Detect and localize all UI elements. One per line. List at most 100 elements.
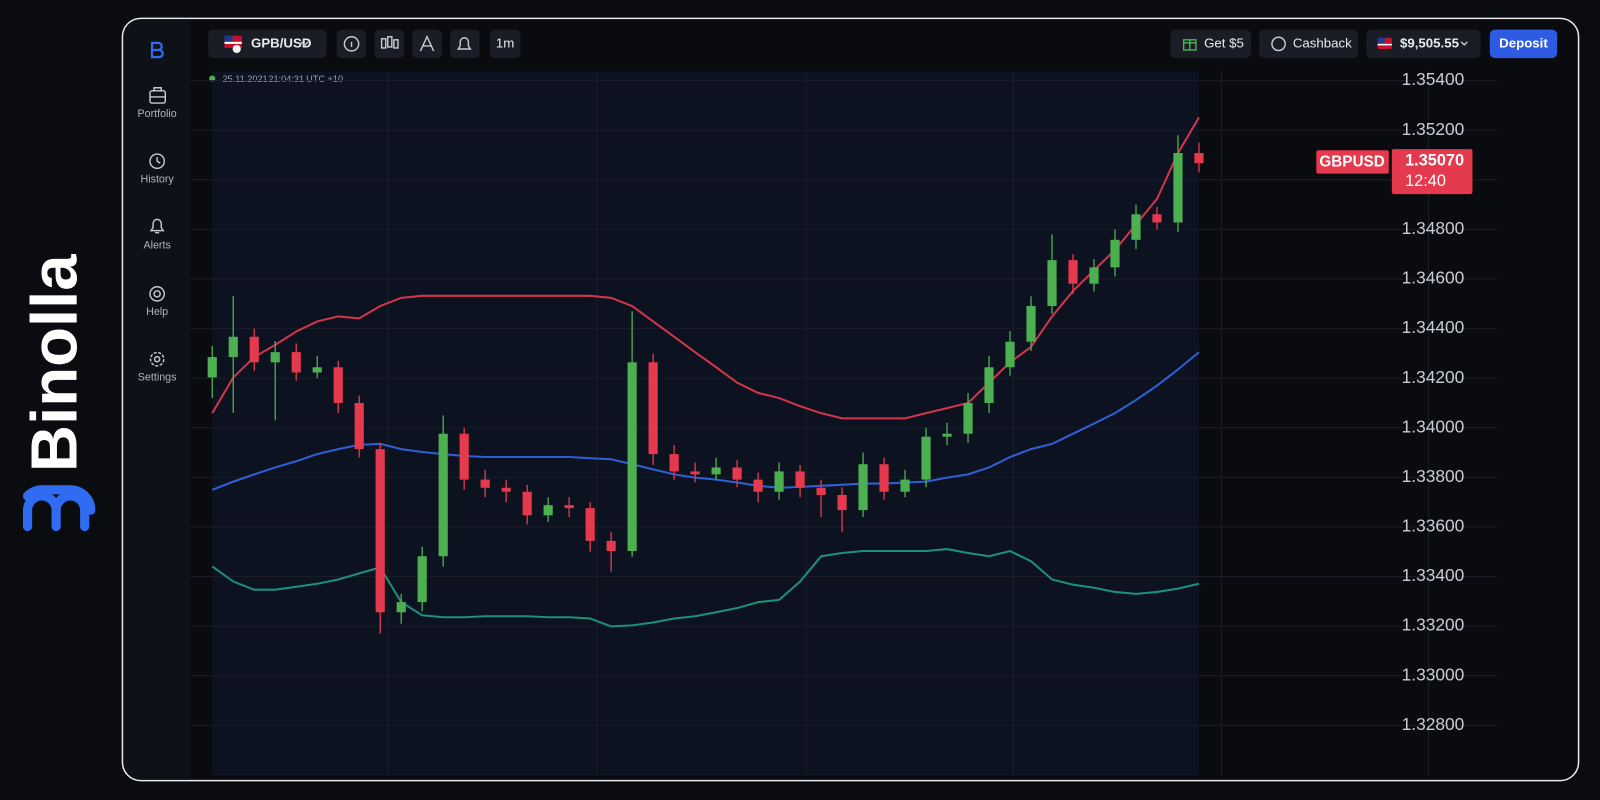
chart-type-button[interactable] — [374, 29, 405, 59]
y-tick-label: 1.33600 — [1402, 516, 1465, 536]
y-tick-label: 1.33400 — [1402, 565, 1465, 585]
candle-body — [1194, 153, 1204, 164]
candle-body — [669, 454, 679, 472]
dropdown-arrow[interactable] — [1460, 41, 1468, 46]
cashback-label[interactable]: Cashback — [1293, 35, 1352, 50]
y-tick-label: 1.35200 — [1402, 119, 1465, 139]
candle-body — [207, 357, 217, 378]
gift-icon — [1182, 39, 1197, 51]
y-tick-label: 1.33200 — [1402, 615, 1465, 635]
balance-flag — [1377, 37, 1392, 49]
deposit-label[interactable]: Deposit — [1499, 35, 1548, 50]
cashback-button[interactable] — [1259, 29, 1359, 59]
y-tick-label: 1.32800 — [1402, 714, 1465, 734]
candle-body — [816, 487, 826, 495]
candles-icon — [380, 36, 399, 49]
candle-body — [732, 467, 742, 480]
candle-body — [354, 402, 364, 450]
y-tick-label: 1.35400 — [1402, 69, 1465, 89]
y-tick-label: 1.33000 — [1402, 664, 1465, 684]
y-tick-label: 1.34000 — [1402, 416, 1465, 436]
cashback-icon — [1271, 36, 1286, 52]
timeframe[interactable]: 1m — [496, 35, 514, 50]
price-tag-box — [1391, 149, 1473, 195]
price-tag-timer: 12:40 — [1405, 172, 1446, 190]
candle-body — [543, 505, 553, 516]
y-tick-label: 1.34400 — [1402, 317, 1465, 337]
candle-body — [585, 508, 595, 541]
candle-body — [1173, 153, 1183, 223]
settings-icon[interactable] — [149, 351, 165, 367]
candle-body — [879, 464, 889, 492]
help-icon[interactable] — [149, 286, 165, 302]
candle-body — [270, 352, 280, 363]
plot: 1.354001.352001.350001.348001.346001.344… — [189, 69, 1497, 734]
drawing-icon — [419, 35, 435, 52]
portfolio-icon[interactable] — [149, 87, 167, 104]
candle-body — [375, 449, 385, 613]
price-tag-symbol: GBPUSD — [1319, 153, 1384, 170]
candle-body — [942, 433, 952, 437]
timeframe-button[interactable] — [489, 29, 521, 59]
history-icon[interactable] — [149, 153, 165, 170]
bonus-button[interactable] — [1170, 29, 1252, 59]
alerts-icon[interactable] — [149, 218, 165, 234]
candle-body — [648, 362, 658, 455]
deposit-button[interactable] — [1489, 29, 1558, 59]
candle-body — [1026, 306, 1036, 342]
alert-button[interactable] — [450, 29, 480, 59]
candle-body — [291, 352, 301, 373]
sidebar — [123, 19, 190, 780]
candle-body — [900, 479, 910, 492]
candle-body — [228, 336, 238, 358]
nav-label[interactable]: History — [140, 173, 174, 185]
candle-body — [984, 367, 994, 403]
candle-body — [564, 505, 574, 509]
chart-shade — [212, 71, 1199, 776]
y-tick-label: 1.34800 — [1402, 218, 1465, 238]
y-tick-label: 1.34200 — [1402, 367, 1465, 387]
nav-label[interactable]: Settings — [138, 371, 177, 383]
band-line — [211, 351, 1200, 491]
candle-body — [459, 433, 469, 480]
price-tag-symbol-box — [1316, 150, 1389, 174]
price-tag-price: 1.35070 — [1405, 152, 1464, 170]
candle-body — [522, 491, 532, 516]
balance-button[interactable] — [1366, 29, 1481, 59]
candle-body — [858, 464, 868, 511]
nav-label[interactable]: Alerts — [143, 240, 170, 252]
nav-label[interactable]: Portfolio — [138, 108, 177, 120]
y-tick-label: 1.33800 — [1402, 466, 1465, 486]
info-icon — [343, 36, 360, 52]
candle-body — [480, 479, 490, 488]
alert-icon — [456, 37, 472, 50]
band-line — [211, 116, 1200, 420]
candle-body — [1047, 260, 1057, 307]
candle-body — [312, 367, 322, 373]
pair-name[interactable]: GPB/USD — [251, 35, 312, 50]
candle-body — [711, 467, 721, 475]
candle-body — [606, 540, 616, 552]
brand: Binolla — [17, 254, 90, 472]
nav-label[interactable]: Help — [146, 306, 168, 318]
candle-body — [1089, 267, 1099, 284]
candle-body — [795, 471, 805, 488]
candle-body — [417, 556, 427, 603]
candle-body — [1068, 260, 1078, 284]
pair-flag — [224, 35, 242, 54]
candle-body — [1152, 214, 1162, 223]
dropdown-arrow[interactable] — [300, 41, 309, 47]
balance[interactable]: $9,505.55 — [1400, 35, 1459, 50]
candle-body — [921, 436, 931, 480]
app-logo[interactable] — [150, 41, 164, 59]
candle-body — [438, 433, 448, 557]
y-tick-label: 1.34600 — [1402, 268, 1465, 288]
bonus-label[interactable]: Get $5 — [1204, 35, 1244, 50]
candle-body — [837, 494, 847, 511]
chart-timezone: UTC +10 — [306, 74, 343, 84]
candle-body — [249, 336, 259, 363]
drawing-button[interactable] — [412, 29, 442, 59]
brand-logo — [22, 485, 96, 532]
